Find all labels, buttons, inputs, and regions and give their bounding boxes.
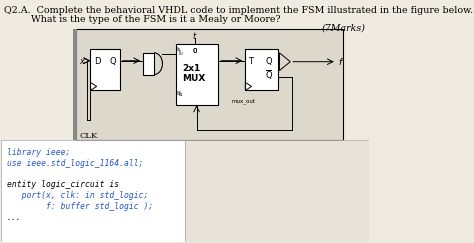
Text: T: T [248,57,254,66]
Text: 2x1: 2x1 [182,64,200,73]
Text: entity logic_circuit is: entity logic_circuit is [7,180,119,189]
Text: mux_out: mux_out [231,98,255,104]
Text: ...: ... [7,213,21,222]
Text: What is the type of the FSM is it a Mealy or Moore?: What is the type of the FSM is it a Meal… [4,15,280,24]
Text: 0: 0 [193,48,197,54]
Text: Q: Q [265,70,272,80]
Text: Q2.A.  Complete the behavioral VHDL code to implement the FSM illustrated in the: Q2.A. Complete the behavioral VHDL code … [4,6,473,15]
Text: library ieee;: library ieee; [7,148,70,157]
Bar [143,53,154,75]
Text: (7Marks): (7Marks) [321,23,365,32]
Text: Q: Q [265,57,272,66]
Text: I₀: I₀ [178,50,183,56]
Bar [76,29,343,140]
Bar [91,49,120,90]
Text: t: t [193,32,196,41]
Text: use ieee.std_logic_1164.all;: use ieee.std_logic_1164.all; [7,159,143,168]
Text: D: D [94,57,101,66]
Bar [176,44,218,105]
Bar [185,140,368,242]
Text: port(x, clk: in std_logic;: port(x, clk: in std_logic; [7,191,148,200]
Text: 0: 0 [193,48,197,54]
Text: f: f [338,58,341,67]
Text: I₁: I₁ [176,91,181,96]
Bar [1,140,185,242]
Text: x: x [80,57,85,66]
Text: I₀: I₀ [176,47,181,52]
Text: CLK: CLK [80,132,98,140]
Bar [73,29,77,140]
Text: MUX: MUX [182,74,205,83]
Bar [246,49,278,90]
Text: I₁: I₁ [178,91,183,97]
Text: f: buffer std_logic );: f: buffer std_logic ); [7,202,153,211]
Text: Q: Q [109,57,116,66]
